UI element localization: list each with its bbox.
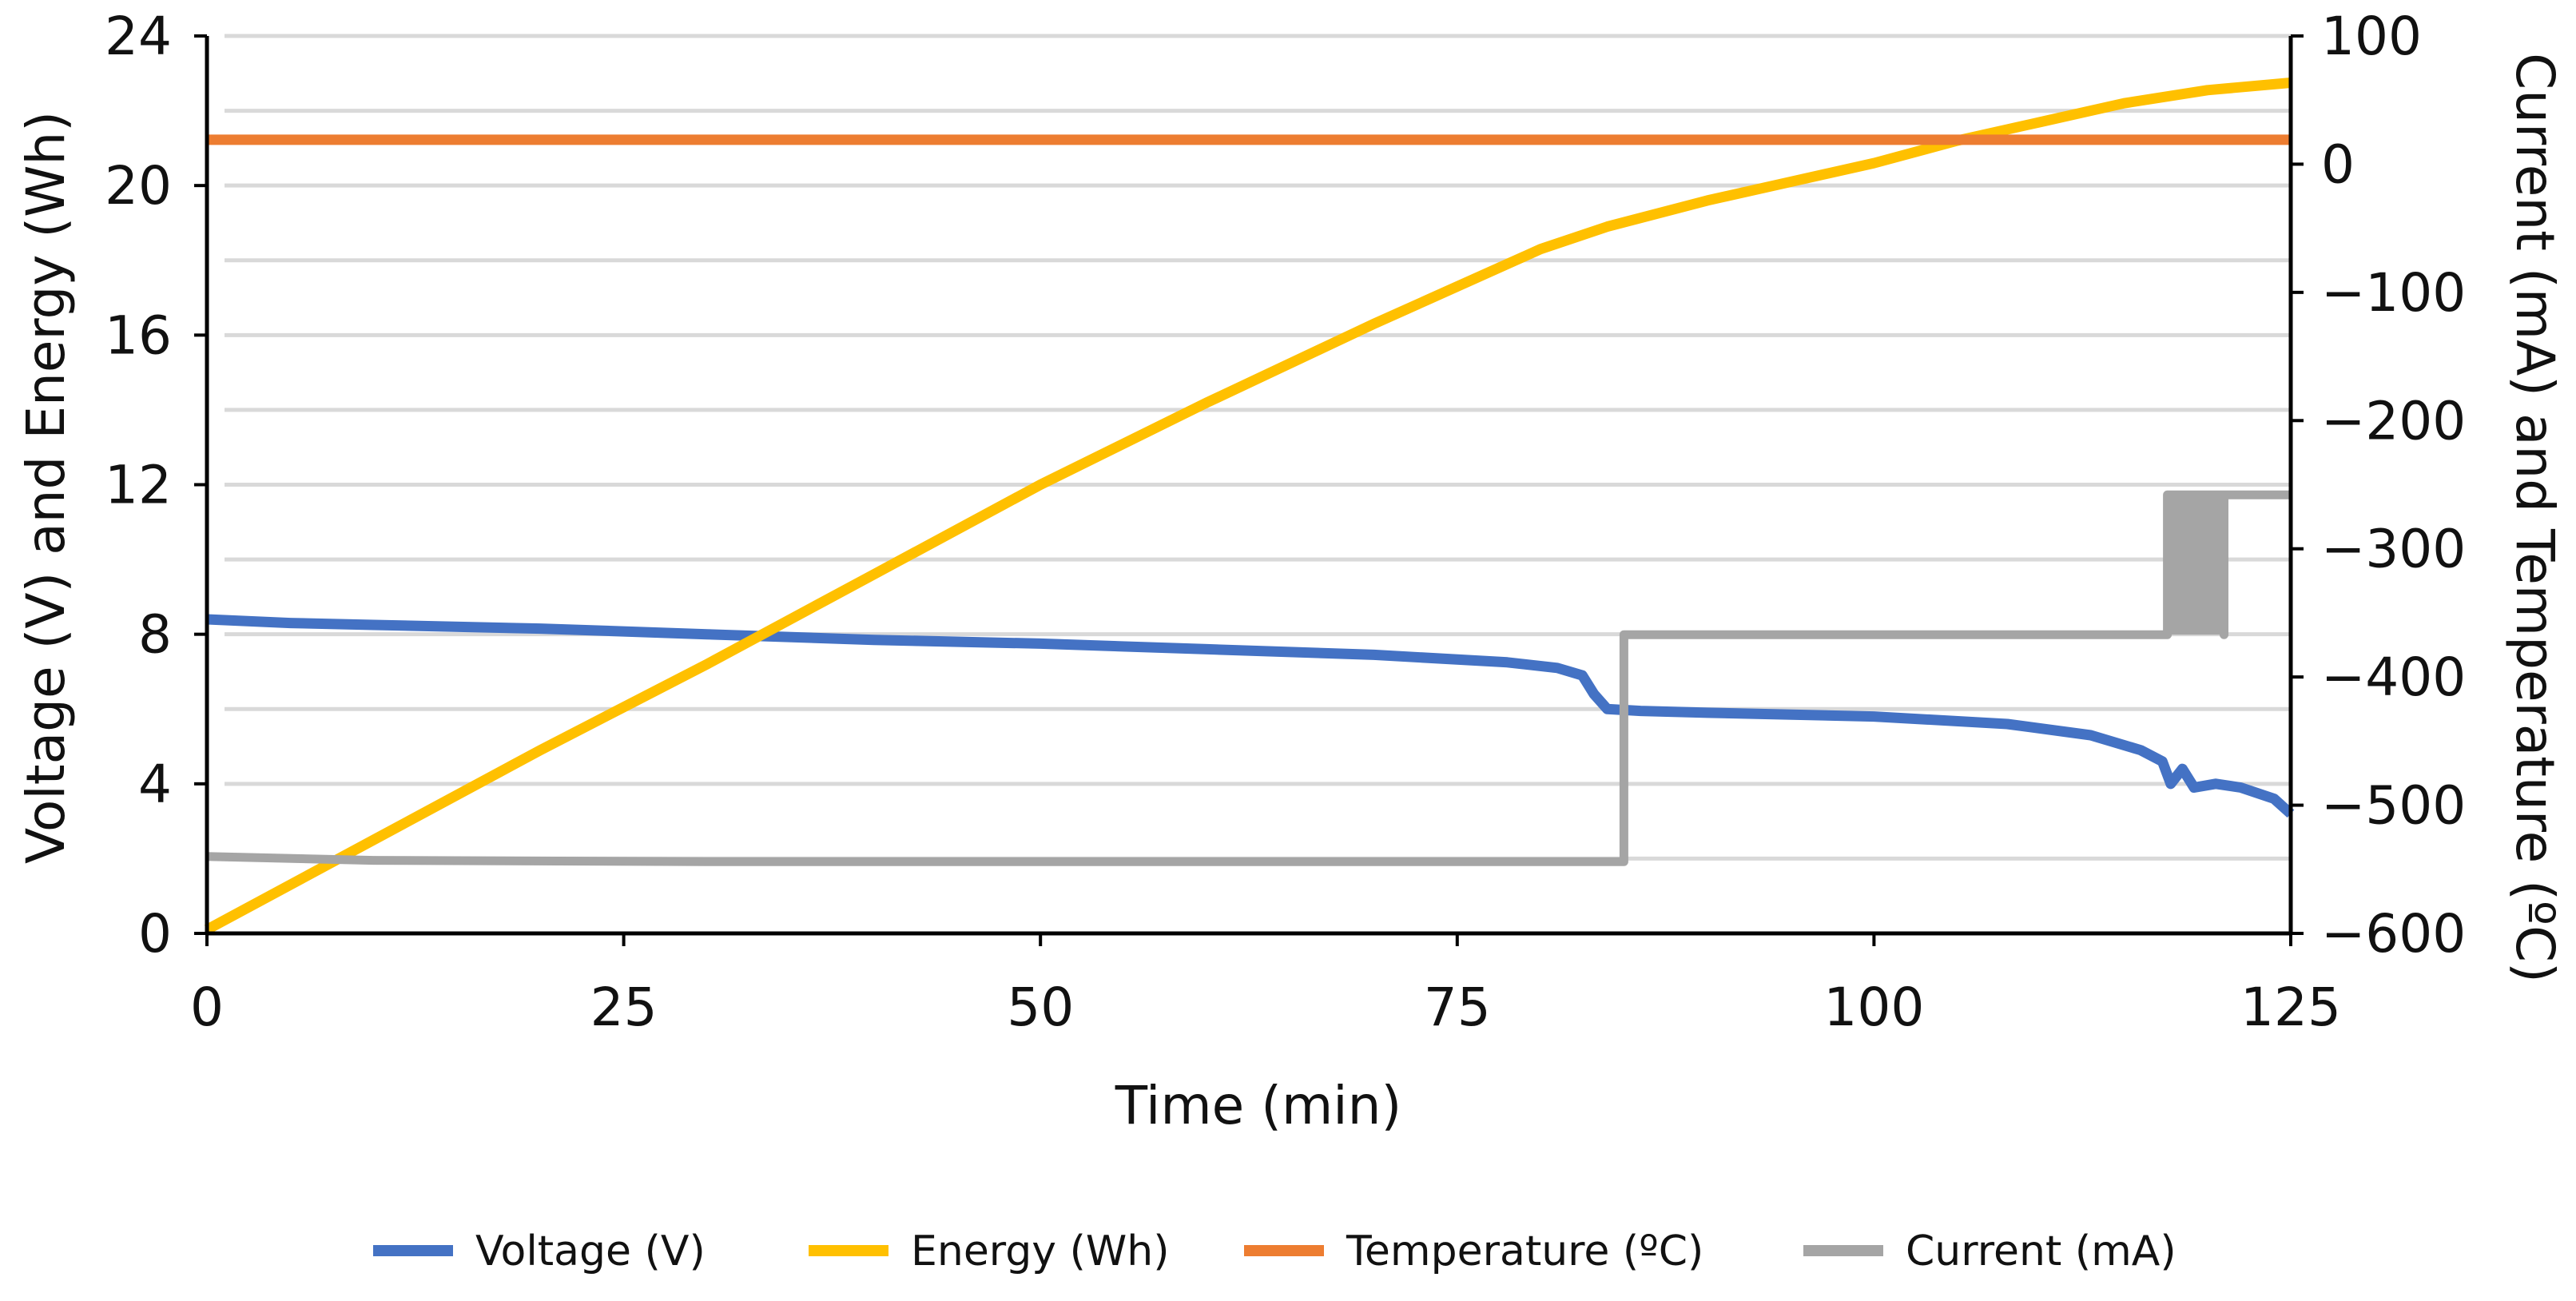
current-oscillation-band xyxy=(2167,495,2224,635)
x-tick-label: 25 xyxy=(590,977,658,1038)
legend-label: Energy (Wh) xyxy=(911,1227,1170,1275)
axes: 0 25 50 75 100 125 0 4 8 12 16 20 24 −600 −500 −400 −300… xyxy=(105,6,2466,1038)
y-right-tick-label: −600 xyxy=(2321,903,2466,965)
legend-label: Current (mA) xyxy=(1906,1227,2176,1275)
y-right-tick-label: −500 xyxy=(2321,775,2466,837)
series-line xyxy=(204,78,2292,935)
y-left-tick-label: 16 xyxy=(105,304,172,366)
y-left-tick-label: 12 xyxy=(105,455,172,516)
y-right-tick-label: −200 xyxy=(2321,390,2466,452)
x-tick-label: 50 xyxy=(1007,977,1074,1038)
y-right-tick-label: −100 xyxy=(2321,262,2466,324)
series-layer xyxy=(204,78,2295,935)
x-tick-label: 0 xyxy=(190,977,224,1038)
x-tick-label: 125 xyxy=(2240,977,2341,1038)
y-left-tick-label: 4 xyxy=(138,754,172,815)
legend: Voltage (V) Energy (Wh) Temperature (ºC) Cu… xyxy=(373,1227,2176,1275)
x-tick-label: 75 xyxy=(1424,977,1491,1038)
x-tick-label: 100 xyxy=(1823,977,1924,1038)
y-right-tick-label: −300 xyxy=(2321,519,2466,580)
grid xyxy=(225,34,2291,861)
y-right-tick-label: −400 xyxy=(2321,647,2466,708)
y-left-tick-label: 24 xyxy=(105,6,172,67)
x-axis-title: Time (min) xyxy=(1115,1075,1401,1136)
y-axis-left-title: Voltage (V) and Energy (Wh) xyxy=(15,111,77,864)
y-left-tick-label: 8 xyxy=(138,604,172,666)
y-right-tick-label: 0 xyxy=(2321,133,2355,195)
y-right-tick-label: 100 xyxy=(2321,6,2422,67)
legend-label: Temperature (ºC) xyxy=(1346,1227,1703,1275)
y-left-tick-label: 20 xyxy=(105,155,172,217)
legend-label: Voltage (V) xyxy=(475,1227,706,1275)
series-line xyxy=(206,490,2291,866)
y-axis-right-title: Current (mA) and Temperature (ºC) xyxy=(2504,53,2566,983)
y-left-tick-label: 0 xyxy=(138,903,172,965)
